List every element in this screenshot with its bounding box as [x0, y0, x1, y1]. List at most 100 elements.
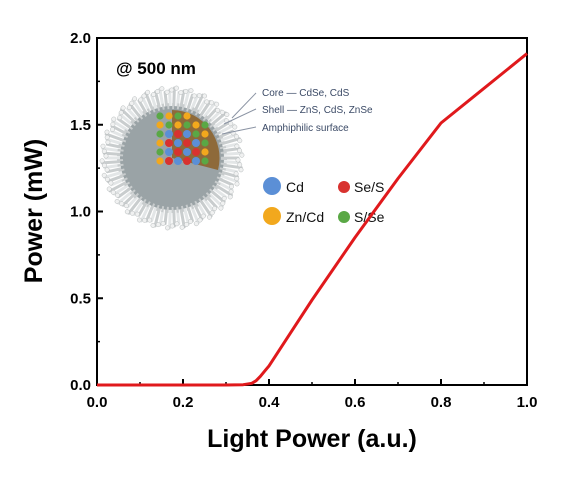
ligand-head — [234, 181, 240, 187]
surface-label: Amphiphilic surface — [262, 123, 349, 134]
ligand-head — [164, 89, 170, 95]
atom-sphere — [174, 157, 182, 165]
inset-labels: Core — CdSe, CdS Shell — ZnS, CdS, ZnSe … — [221, 88, 373, 135]
ligand-head — [110, 121, 116, 127]
y-tick-label: 1.0 — [70, 204, 91, 221]
ligand-head — [218, 205, 224, 211]
wavelength-annotation: @ 500 nm — [116, 59, 196, 78]
ligand-head — [105, 139, 111, 145]
ligand-head — [136, 217, 142, 223]
atom-sphere — [201, 157, 209, 165]
atom-sphere — [174, 130, 182, 138]
atom-sphere — [192, 148, 200, 156]
atom-sphere — [192, 130, 200, 138]
ligand-head — [110, 189, 116, 195]
quantum-dot-illustration — [99, 85, 245, 231]
ligand-head — [114, 198, 120, 204]
ligand-head — [160, 220, 166, 226]
y-tick-label: 2.0 — [70, 30, 91, 47]
atom-sphere — [174, 112, 182, 120]
x-tick-label: 0.0 — [87, 394, 108, 411]
atom-sphere — [156, 112, 164, 120]
ligand-head — [238, 167, 244, 173]
ligand-head — [99, 158, 105, 164]
ligand-head — [169, 223, 175, 229]
ligand-head — [174, 85, 179, 91]
atom-sphere — [192, 157, 200, 165]
ligand-head — [209, 210, 215, 216]
ligand-head — [220, 200, 226, 206]
ligand-head — [179, 224, 185, 230]
ligand-head — [233, 171, 239, 177]
ligand-head — [104, 176, 110, 182]
atom-sphere — [201, 121, 209, 129]
core-label: Core — CdSe, CdS — [262, 88, 350, 99]
ligand-head — [101, 162, 107, 168]
ligand-head — [237, 162, 243, 168]
legend-marker-cd — [263, 177, 281, 195]
ligand-head — [104, 129, 110, 135]
ligand-head — [178, 90, 184, 96]
atom-sphere — [192, 139, 200, 147]
ligand-head — [132, 96, 138, 102]
ligand-head — [115, 192, 120, 198]
ligand-head — [129, 100, 135, 106]
legend-marker-s-se — [338, 211, 350, 223]
atom-sphere — [183, 139, 191, 147]
y-tick-label: 1.5 — [70, 117, 91, 134]
ligand-head — [165, 225, 170, 231]
ligand-head — [219, 109, 225, 115]
ligand-head — [117, 115, 123, 121]
atom-sphere — [174, 139, 182, 147]
ligand-head — [235, 157, 241, 163]
x-tick-label: 0.8 — [431, 394, 452, 411]
atom-sphere — [165, 112, 173, 120]
atom-sphere — [192, 121, 200, 129]
ligand-head — [193, 221, 199, 227]
atom-sphere — [165, 139, 173, 147]
element-legend: Cd Se/S Zn/Cd S/Se — [263, 177, 385, 225]
ligand-head — [103, 153, 109, 159]
ligand-head — [229, 184, 234, 190]
ligand-head — [232, 124, 238, 130]
qd-cutaway — [156, 110, 220, 170]
ligand-head — [234, 134, 240, 140]
ligand-head — [104, 134, 110, 140]
atom-sphere — [183, 112, 191, 120]
ligand-head — [188, 218, 193, 224]
ligand-head — [126, 105, 132, 111]
ligand-head — [110, 126, 115, 132]
ligand-head — [151, 92, 156, 98]
atom-sphere — [156, 157, 164, 165]
atom-sphere — [174, 121, 182, 129]
ligand-head — [191, 93, 197, 99]
atom-sphere — [201, 130, 209, 138]
x-tick-label: 1.0 — [517, 394, 538, 411]
atom-sphere — [165, 130, 173, 138]
ligand-head — [145, 89, 151, 95]
x-tick-labels: 0.0 0.2 0.4 0.6 0.8 1.0 — [87, 394, 538, 411]
ligand-head — [169, 87, 175, 93]
y-tick-label: 0.0 — [70, 377, 91, 394]
ligand-head — [174, 221, 180, 227]
ligand-head — [237, 148, 243, 154]
ligand-head — [155, 89, 160, 95]
ligand-head — [141, 93, 147, 99]
legend-label-cd: Cd — [286, 179, 304, 195]
ligand-head — [239, 152, 245, 158]
qd-surface-texture — [117, 103, 227, 213]
atom-sphere — [165, 148, 173, 156]
series-line-power — [97, 52, 528, 387]
surface-leader-line — [221, 126, 257, 135]
ligand-head — [147, 217, 153, 223]
atom-sphere — [183, 148, 191, 156]
x-tick-label: 0.4 — [259, 394, 281, 411]
ligand-head — [234, 176, 240, 182]
ligand-head — [120, 105, 126, 111]
core-leader-line — [231, 92, 257, 119]
ligand-head — [184, 221, 189, 227]
legend-label-se-s: Se/S — [354, 179, 384, 195]
atom-sphere — [201, 148, 209, 156]
y-tick-labels: 0.0 0.5 1.0 1.5 2.0 — [70, 30, 91, 394]
